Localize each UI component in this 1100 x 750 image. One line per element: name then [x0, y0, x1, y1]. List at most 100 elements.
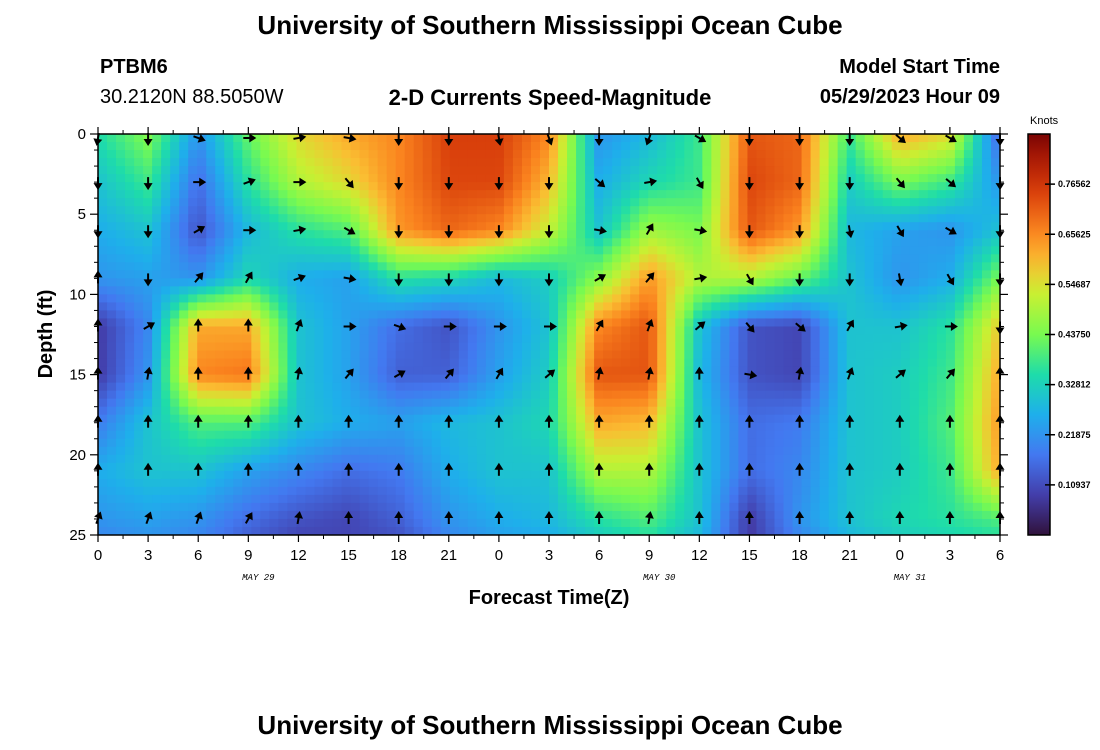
heatmap-cell — [188, 254, 198, 263]
heatmap-cell — [972, 342, 983, 352]
heatmap-cell — [260, 278, 270, 287]
heatmap-cell — [278, 366, 289, 376]
heatmap-cell — [260, 246, 270, 255]
heatmap-cell — [963, 206, 974, 215]
heatmap-cell — [512, 182, 523, 191]
heatmap-cell — [377, 510, 388, 520]
heatmap-cell — [98, 182, 108, 191]
heatmap-cell — [467, 190, 478, 199]
heatmap-cell — [458, 166, 469, 175]
heatmap-cell — [512, 150, 523, 159]
heatmap-cell — [368, 302, 379, 312]
heatmap-cell — [278, 254, 289, 263]
heatmap-cell — [567, 374, 577, 384]
heatmap-cell — [567, 486, 577, 496]
heatmap-cell — [972, 222, 983, 231]
heatmap-cell — [521, 366, 532, 376]
heatmap-cell — [567, 182, 577, 191]
heatmap-cell — [549, 350, 559, 360]
heatmap-cell — [251, 158, 261, 167]
heatmap-cell — [774, 310, 785, 320]
heatmap-cell — [422, 494, 433, 504]
heatmap-cell — [143, 190, 153, 199]
heatmap-cell — [458, 374, 469, 384]
heatmap-cell — [305, 526, 316, 535]
heatmap-cell — [314, 238, 325, 247]
heatmap-cell — [783, 334, 794, 344]
heatmap-cell — [630, 398, 640, 408]
heatmap-cell — [395, 166, 406, 175]
heatmap-cell — [287, 294, 298, 304]
heatmap-cell — [621, 326, 631, 336]
heatmap-cell — [792, 398, 803, 408]
heatmap-cell — [341, 206, 352, 215]
heatmap-cell — [278, 238, 289, 247]
heatmap-cell — [891, 342, 902, 352]
heatmap-cell — [972, 150, 983, 159]
heatmap-cell — [567, 134, 577, 143]
heatmap-cell — [359, 278, 370, 287]
heatmap-cell — [801, 350, 812, 360]
heatmap-cell — [936, 222, 947, 231]
heatmap-cell — [503, 510, 514, 520]
heatmap-cell — [539, 142, 550, 151]
heatmap-cell — [278, 438, 289, 448]
heatmap-cell — [819, 302, 830, 312]
heatmap-cell — [251, 222, 261, 231]
heatmap-cell — [107, 374, 117, 384]
heatmap-cell — [657, 158, 667, 167]
heatmap-cell — [530, 510, 541, 520]
heatmap-cell — [603, 422, 613, 432]
heatmap-cell — [233, 470, 243, 480]
heatmap-cell — [440, 222, 451, 231]
heatmap-cell — [215, 294, 225, 304]
heatmap-cell — [170, 462, 180, 472]
heatmap-cell — [458, 366, 469, 376]
heatmap-cell — [404, 150, 415, 159]
heatmap-cell — [585, 278, 595, 287]
heatmap-cell — [422, 382, 433, 392]
heatmap-cell — [503, 134, 514, 143]
heatmap-cell — [738, 374, 749, 384]
heatmap-cell — [846, 310, 857, 320]
heatmap-cell — [197, 390, 207, 400]
heatmap-cell — [990, 438, 1000, 448]
heatmap-cell — [116, 230, 126, 239]
heatmap-cell — [269, 270, 279, 279]
heatmap-cell — [260, 254, 270, 263]
heatmap-cell — [350, 462, 361, 472]
heatmap-cell — [738, 494, 749, 504]
heatmap-cell — [873, 158, 884, 167]
heatmap-cell — [287, 158, 298, 167]
heatmap-cell — [521, 238, 532, 247]
heatmap-cell — [702, 310, 712, 320]
heatmap-cell — [386, 510, 397, 520]
heatmap-cell — [729, 470, 740, 480]
heatmap-cell — [233, 246, 243, 255]
heatmap-cell — [395, 198, 406, 207]
heatmap-cell — [549, 422, 559, 432]
heatmap-cell — [558, 398, 568, 408]
heatmap-cell — [323, 494, 334, 504]
heatmap-cell — [467, 510, 478, 520]
heatmap-cell — [224, 390, 234, 400]
heatmap-cell — [413, 374, 424, 384]
heatmap-cell — [990, 198, 1000, 207]
heatmap-cell — [828, 406, 839, 416]
heatmap-cell — [305, 198, 316, 207]
heatmap-cell — [332, 478, 343, 488]
heatmap-cell — [576, 502, 586, 512]
heatmap-cell — [558, 142, 568, 151]
heatmap-cell — [539, 398, 550, 408]
heatmap-cell — [296, 438, 307, 448]
heatmap-cell — [107, 462, 117, 472]
heatmap-cell — [873, 398, 884, 408]
heatmap-cell — [476, 382, 487, 392]
heatmap-cell — [621, 334, 631, 344]
heatmap-cell — [900, 294, 911, 304]
heatmap-cell — [963, 518, 974, 528]
heatmap-cell — [585, 398, 595, 408]
heatmap-cell — [909, 270, 920, 279]
heatmap-cell — [296, 302, 307, 312]
heatmap-cell — [864, 182, 875, 191]
